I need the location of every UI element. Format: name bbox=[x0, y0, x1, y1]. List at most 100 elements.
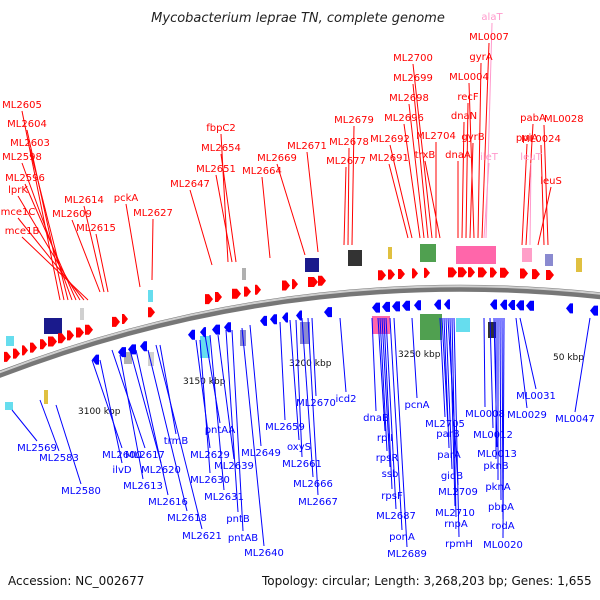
gene-label-ml0012[interactable]: ML0012 bbox=[473, 430, 513, 441]
gene-label-ml2630[interactable]: ML2630 bbox=[190, 475, 230, 486]
gene-label-ml2629[interactable]: ML2629 bbox=[190, 450, 230, 461]
gene-label-ml2603[interactable]: ML2603 bbox=[10, 138, 50, 149]
gene-label-mce1b[interactable]: mce1B bbox=[5, 226, 40, 237]
gene-label-ml2620[interactable]: ML2620 bbox=[141, 465, 181, 476]
gene-label-ml0020[interactable]: ML0020 bbox=[483, 540, 523, 551]
gene-label-ml0008[interactable]: ML0008 bbox=[465, 409, 505, 420]
gene-label-ml2678[interactable]: ML2678 bbox=[329, 137, 369, 148]
gene-label-ml2615[interactable]: ML2615 bbox=[76, 223, 116, 234]
gene-label-ml0028[interactable]: ML0028 bbox=[544, 114, 584, 125]
gene-label-ml0013[interactable]: ML0013 bbox=[477, 449, 517, 460]
gene-label-ml2689[interactable]: ML2689 bbox=[387, 549, 427, 560]
gene-label-pkna[interactable]: pknA bbox=[485, 482, 510, 493]
gene-label-ml2600[interactable]: ML2600 bbox=[102, 450, 142, 461]
gene-label-ml2580[interactable]: ML2580 bbox=[61, 486, 101, 497]
gene-label-ml2696[interactable]: ML2696 bbox=[384, 113, 424, 124]
gene-label-ml2598[interactable]: ML2598 bbox=[2, 152, 42, 163]
gene-label-oxys[interactable]: oxyS bbox=[287, 442, 311, 453]
gene-label-ml2699[interactable]: ML2699 bbox=[393, 73, 433, 84]
gene-label-ml2654[interactable]: ML2654 bbox=[201, 143, 241, 154]
gene-label-pntab[interactable]: pntAB bbox=[228, 533, 258, 544]
gene-label-ml2647[interactable]: ML2647 bbox=[170, 179, 210, 190]
gene-label-pknb[interactable]: pknB bbox=[483, 461, 508, 472]
gene-label-ml2627[interactable]: ML2627 bbox=[133, 208, 173, 219]
gene-label-ml2651[interactable]: ML2651 bbox=[196, 164, 236, 175]
gene-label-ml2664[interactable]: ML2664 bbox=[242, 166, 282, 177]
gene-label-ml2698[interactable]: ML2698 bbox=[389, 93, 429, 104]
gene-label-dnan[interactable]: dnaN bbox=[451, 111, 477, 122]
gene-label-ml2616[interactable]: ML2616 bbox=[148, 497, 188, 508]
gene-label-recf[interactable]: recF bbox=[457, 92, 479, 103]
gene-label-pona[interactable]: ponA bbox=[389, 532, 415, 543]
gene-label-trmb[interactable]: trmB bbox=[164, 436, 189, 447]
gene-label-ml2710[interactable]: ML2710 bbox=[435, 508, 475, 519]
gene-label-ml2631[interactable]: ML2631 bbox=[204, 492, 244, 503]
gene-label-pbpa[interactable]: pbpA bbox=[488, 502, 514, 513]
gene-label-fbpc2[interactable]: fbpC2 bbox=[206, 123, 236, 134]
gene-label-ml2569[interactable]: ML2569 bbox=[17, 443, 57, 454]
gene-label-ml0029[interactable]: ML0029 bbox=[507, 410, 547, 421]
gene-label-ml2691[interactable]: ML2691 bbox=[369, 153, 409, 164]
gene-label-ml2618[interactable]: ML2618 bbox=[167, 513, 207, 524]
gene-label-para[interactable]: parA bbox=[437, 450, 461, 461]
gene-label-ml2677[interactable]: ML2677 bbox=[326, 156, 366, 167]
gene-label-ml2700[interactable]: ML2700 bbox=[393, 53, 433, 64]
gene-label-pcka[interactable]: pckA bbox=[114, 193, 139, 204]
gene-label-ml2671[interactable]: ML2671 bbox=[287, 141, 327, 152]
gene-label-ilvd[interactable]: ilvD bbox=[112, 465, 131, 476]
gene-label-lprk[interactable]: lprK bbox=[8, 185, 28, 196]
gene-label-ml2666[interactable]: ML2666 bbox=[293, 479, 333, 490]
gene-label-rpli[interactable]: rplI bbox=[377, 433, 393, 444]
gene-label-rnpa[interactable]: rnpA bbox=[444, 519, 468, 530]
gene-label-gyrb[interactable]: gyrB bbox=[461, 132, 484, 143]
gene-label-ml2687[interactable]: ML2687 bbox=[376, 511, 416, 522]
gene-label-ml2649[interactable]: ML2649 bbox=[241, 448, 281, 459]
gene-label-ml2670[interactable]: ML2670 bbox=[296, 398, 336, 409]
gene-label-ml2583[interactable]: ML2583 bbox=[39, 453, 79, 464]
rna-label-leut[interactable]: leuT bbox=[520, 152, 542, 163]
gene-label-ml2617[interactable]: ML2617 bbox=[125, 450, 165, 461]
gene-label-ssb[interactable]: ssb bbox=[382, 469, 399, 480]
gene-label-mce1c[interactable]: mce1C bbox=[1, 207, 36, 218]
gene-label-ml0047[interactable]: ML0047 bbox=[555, 414, 595, 425]
gene-label-ml2669[interactable]: ML2669 bbox=[257, 153, 297, 164]
gene-label-dnab[interactable]: dnaB bbox=[363, 413, 389, 424]
gene-label-rpsf[interactable]: rpsF bbox=[381, 491, 403, 502]
gene-label-ml2609[interactable]: ML2609 bbox=[52, 209, 92, 220]
gene-label-pntaa[interactable]: pntAA bbox=[205, 425, 236, 436]
gene-label-rpmh[interactable]: rpmH bbox=[445, 539, 473, 550]
gene-label-icd2[interactable]: icd2 bbox=[336, 394, 357, 405]
gene-label-ml2692[interactable]: ML2692 bbox=[370, 134, 410, 145]
gene-label-ml2709[interactable]: ML2709 bbox=[438, 487, 478, 498]
gene-label-gidb[interactable]: gidB bbox=[441, 471, 463, 482]
gene-label-ml2613[interactable]: ML2613 bbox=[123, 481, 163, 492]
gene-label-ml2596[interactable]: ML2596 bbox=[5, 173, 45, 184]
gene-label-ml2705[interactable]: ML2705 bbox=[425, 419, 465, 430]
gene-label-ml2640[interactable]: ML2640 bbox=[244, 548, 284, 559]
gene-label-ppia[interactable]: ppiA bbox=[516, 133, 538, 144]
gene-label-roda[interactable]: rodA bbox=[491, 521, 514, 532]
gene-label-ml2661[interactable]: ML2661 bbox=[282, 459, 322, 470]
gene-label-gyra[interactable]: gyrA bbox=[469, 52, 492, 63]
gene-label-ml0004[interactable]: ML0004 bbox=[449, 72, 489, 83]
gene-label-pcna[interactable]: pcnA bbox=[404, 400, 429, 411]
gene-label-parb[interactable]: parB bbox=[436, 429, 460, 440]
gene-label-ml2667[interactable]: ML2667 bbox=[298, 497, 338, 508]
rna-label-ilet[interactable]: ileT bbox=[480, 152, 499, 163]
gene-label-ml2614[interactable]: ML2614 bbox=[64, 195, 104, 206]
gene-label-ml0024[interactable]: ML0024 bbox=[521, 134, 561, 145]
gene-label-ml2639[interactable]: ML2639 bbox=[214, 461, 254, 472]
gene-label-rpsr[interactable]: rpsR bbox=[376, 453, 399, 464]
gene-label-ml2659[interactable]: ML2659 bbox=[265, 422, 305, 433]
gene-label-ml2704[interactable]: ML2704 bbox=[416, 131, 456, 142]
gene-label-dnaa[interactable]: dnaA bbox=[445, 150, 471, 161]
gene-label-pntb[interactable]: pntB bbox=[226, 514, 250, 525]
gene-label-ml0007[interactable]: ML0007 bbox=[469, 32, 509, 43]
gene-label-ml2621[interactable]: ML2621 bbox=[182, 531, 222, 542]
gene-label-ml2604[interactable]: ML2604 bbox=[7, 119, 47, 130]
gene-label-leus[interactable]: leuS bbox=[540, 176, 562, 187]
gene-label-ml2605[interactable]: ML2605 bbox=[2, 100, 42, 111]
gene-label-trxb[interactable]: trxB bbox=[415, 150, 436, 161]
rna-label-alat[interactable]: alaT bbox=[481, 12, 503, 23]
gene-label-ml2679[interactable]: ML2679 bbox=[334, 115, 374, 126]
